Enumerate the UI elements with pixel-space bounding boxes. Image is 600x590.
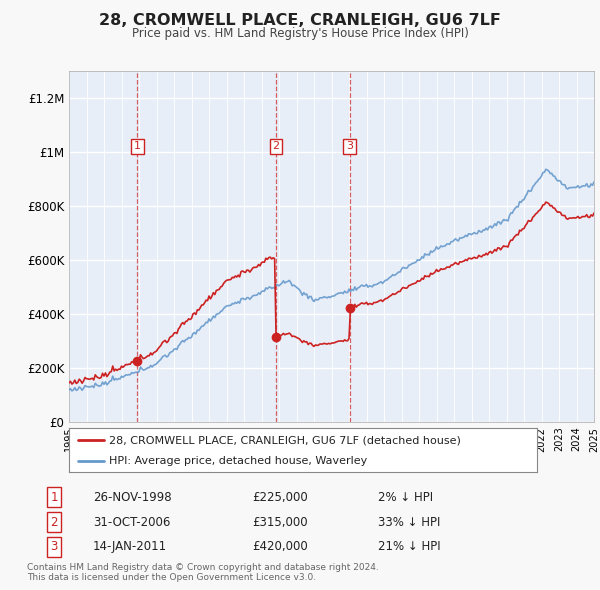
Text: 21% ↓ HPI: 21% ↓ HPI — [378, 540, 440, 553]
Text: HPI: Average price, detached house, Waverley: HPI: Average price, detached house, Wave… — [109, 456, 367, 466]
Text: 28, CROMWELL PLACE, CRANLEIGH, GU6 7LF (detached house): 28, CROMWELL PLACE, CRANLEIGH, GU6 7LF (… — [109, 435, 461, 445]
Text: Contains HM Land Registry data © Crown copyright and database right 2024.: Contains HM Land Registry data © Crown c… — [27, 563, 379, 572]
Text: 2% ↓ HPI: 2% ↓ HPI — [378, 491, 433, 504]
Text: 26-NOV-1998: 26-NOV-1998 — [93, 491, 172, 504]
Text: 14-JAN-2011: 14-JAN-2011 — [93, 540, 167, 553]
Text: 1: 1 — [134, 142, 141, 152]
Text: 2: 2 — [272, 142, 280, 152]
Text: £225,000: £225,000 — [252, 491, 308, 504]
Text: 31-OCT-2006: 31-OCT-2006 — [93, 516, 170, 529]
Text: 1: 1 — [50, 491, 58, 504]
Text: 3: 3 — [346, 142, 353, 152]
Text: 33% ↓ HPI: 33% ↓ HPI — [378, 516, 440, 529]
Text: Price paid vs. HM Land Registry's House Price Index (HPI): Price paid vs. HM Land Registry's House … — [131, 27, 469, 40]
Text: 3: 3 — [50, 540, 58, 553]
Text: This data is licensed under the Open Government Licence v3.0.: This data is licensed under the Open Gov… — [27, 573, 316, 582]
Text: 28, CROMWELL PLACE, CRANLEIGH, GU6 7LF: 28, CROMWELL PLACE, CRANLEIGH, GU6 7LF — [99, 13, 501, 28]
Text: £315,000: £315,000 — [252, 516, 308, 529]
Text: 2: 2 — [50, 516, 58, 529]
Text: £420,000: £420,000 — [252, 540, 308, 553]
